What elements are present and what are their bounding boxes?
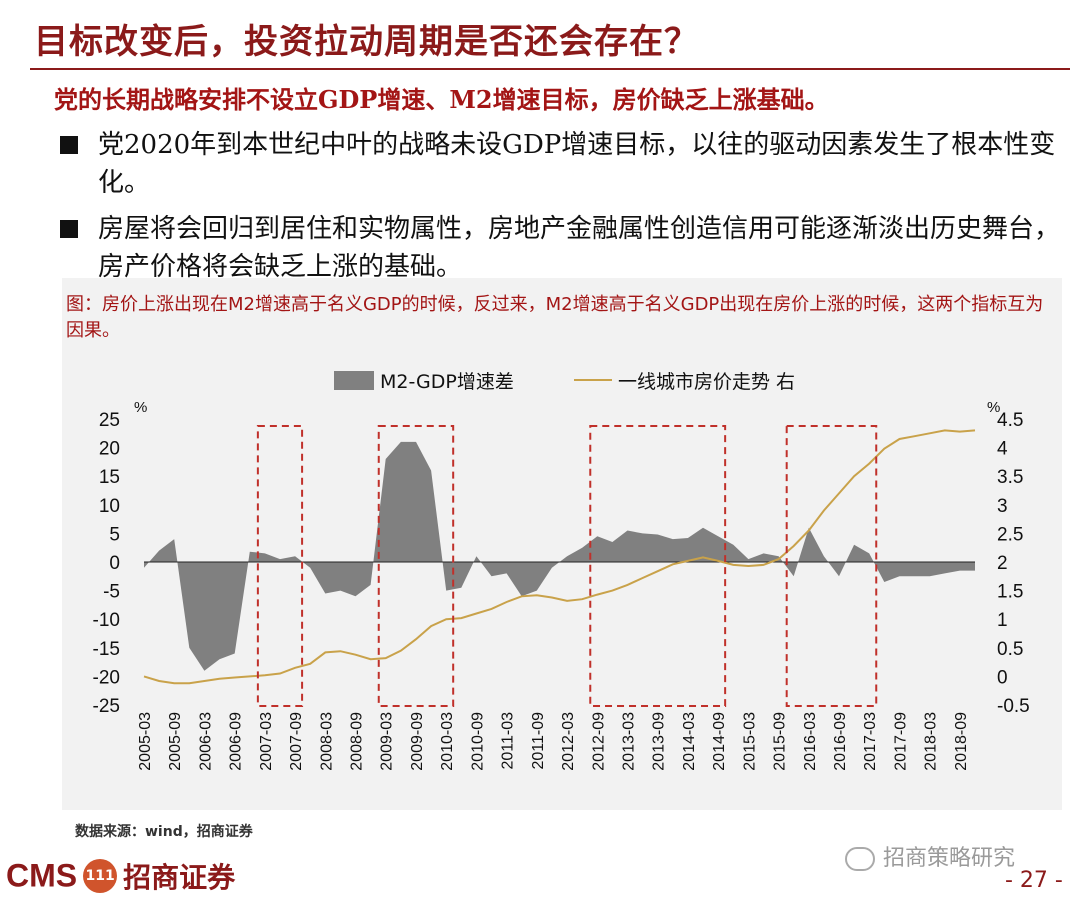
left-axis-tick-label: 20 bbox=[99, 439, 120, 460]
right-axis-tick-label: 0.5 bbox=[997, 639, 1023, 660]
x-axis-tick-label: 2017-03 bbox=[862, 712, 879, 771]
right-axis-tick-label: 2.5 bbox=[997, 524, 1023, 545]
right-axis-unit: % bbox=[987, 399, 1000, 416]
right-axis-tick-label: 4 bbox=[997, 439, 1008, 460]
wechat-bubble-icon bbox=[845, 847, 875, 871]
company-logo: CMS 111 招商证券 bbox=[6, 856, 235, 896]
x-axis-tick-label: 2018-09 bbox=[953, 712, 970, 771]
x-axis-tick-label: 2014-03 bbox=[681, 712, 698, 771]
x-axis-tick-label: 2008-09 bbox=[349, 712, 366, 771]
data-source: 数据来源：wind，招商证券 bbox=[75, 824, 253, 840]
x-axis-tick-label: 2017-09 bbox=[892, 712, 909, 771]
page-number: - 27 - bbox=[1005, 868, 1063, 893]
highlight-period-box bbox=[589, 425, 727, 707]
left-axis-tick-label: 0 bbox=[109, 553, 120, 574]
left-axis-tick-label: 15 bbox=[99, 467, 120, 488]
legend-label-line: 一线城市房价走势 右 bbox=[618, 371, 795, 393]
watermark: 招商策略研究 bbox=[845, 840, 1015, 872]
logo-chinese: 招商证券 bbox=[123, 861, 236, 894]
left-axis-tick-label: 5 bbox=[109, 524, 120, 545]
x-axis-tick-label: 2013-09 bbox=[651, 712, 668, 771]
x-axis-tick-label: 2009-03 bbox=[379, 712, 396, 771]
legend-label-area: M2-GDP增速差 bbox=[380, 371, 514, 393]
logo-latin: CMS bbox=[6, 857, 78, 894]
left-axis-tick-label: -20 bbox=[93, 667, 120, 688]
series-area-m2-gdp bbox=[144, 441, 975, 671]
right-axis-tick-label: -0.5 bbox=[997, 696, 1030, 717]
legend-swatch-area bbox=[334, 371, 374, 390]
x-axis-tick-label: 2005-03 bbox=[137, 712, 154, 771]
x-axis-tick-label: 2013-03 bbox=[620, 712, 637, 771]
logo-badge: 111 bbox=[83, 859, 118, 893]
left-axis-tick-label: -15 bbox=[93, 639, 120, 660]
x-axis-tick-label: 2006-03 bbox=[197, 712, 214, 771]
bullet-item-2: 房屋将会回归到居住和实物属性，房地产金融属性创造信用可能逐渐淡出历史舞台，房产价… bbox=[60, 210, 1060, 286]
left-axis-tick-label: 10 bbox=[99, 496, 120, 517]
square-bullet-icon bbox=[60, 220, 78, 238]
x-axis-tick-label: 2015-03 bbox=[741, 712, 758, 771]
slide-title: 目标改变后，投资拉动周期是否还会存在？ bbox=[34, 22, 699, 62]
x-axis-tick-label: 2014-09 bbox=[711, 712, 728, 771]
x-axis-tick-label: 2012-03 bbox=[560, 712, 577, 771]
left-axis-tick-label: -5 bbox=[103, 582, 120, 603]
left-axis-tick-label: -25 bbox=[93, 696, 120, 717]
chart-svg: 2520151050-5-10-15-20-25%4.543.532.521.5… bbox=[93, 371, 1030, 771]
square-bullet-icon bbox=[60, 136, 78, 154]
title-divider bbox=[30, 68, 1070, 70]
series-line-house-price bbox=[143, 429, 976, 685]
left-axis-unit: % bbox=[134, 399, 147, 416]
bullet-text-2: 房屋将会回归到居住和实物属性，房地产金融属性创造信用可能逐渐淡出历史舞台，房产价… bbox=[98, 214, 1061, 282]
x-axis-tick-label: 2006-09 bbox=[228, 712, 245, 771]
right-axis-tick-label: 1 bbox=[997, 610, 1008, 631]
x-axis-tick-label: 2008-03 bbox=[318, 712, 335, 771]
right-axis-tick-label: 0 bbox=[997, 667, 1008, 688]
x-axis-tick-label: 2010-03 bbox=[439, 712, 456, 771]
x-axis-tick-label: 2015-09 bbox=[772, 712, 789, 771]
bullet-item-1: 党2020年到本世纪中叶的战略未设GDP增速目标，以往的驱动因素发生了根本性变化… bbox=[60, 126, 1060, 202]
left-axis-tick-label: -10 bbox=[93, 610, 120, 631]
x-axis-tick-label: 2005-09 bbox=[167, 712, 184, 771]
highlight-period-box bbox=[377, 425, 455, 707]
highlight-period-box bbox=[256, 425, 304, 707]
right-axis-tick-label: 2 bbox=[997, 553, 1008, 574]
right-axis-tick-label: 3 bbox=[997, 496, 1008, 517]
x-axis-tick-label: 2009-09 bbox=[409, 712, 426, 771]
x-axis-tick-label: 2012-09 bbox=[590, 712, 607, 771]
bullet-text-1: 党2020年到本世纪中叶的战略未设GDP增速目标，以往的驱动因素发生了根本性变化… bbox=[98, 130, 1056, 198]
x-axis-tick-label: 2016-09 bbox=[832, 712, 849, 771]
chart-panel bbox=[62, 278, 1062, 810]
right-axis-tick-label: 3.5 bbox=[997, 467, 1023, 488]
chart-caption: 图：房价上涨出现在M2增速高于名义GDP的时候，反过来，M2增速高于名义GDP出… bbox=[66, 294, 1044, 341]
right-axis-tick-label: 1.5 bbox=[997, 582, 1023, 603]
x-axis-tick-label: 2011-09 bbox=[530, 712, 547, 770]
x-axis-tick-label: 2018-03 bbox=[923, 712, 940, 771]
x-axis-tick-label: 2010-09 bbox=[469, 712, 486, 771]
slide-subtitle: 党的长期战略安排不设立GDP增速、M2增速目标，房价缺乏上涨基础。 bbox=[54, 85, 829, 114]
left-axis-tick-label: 25 bbox=[99, 410, 120, 431]
watermark-text: 招商策略研究 bbox=[883, 846, 1016, 871]
right-axis-tick-label: 4.5 bbox=[997, 410, 1023, 431]
x-axis-tick-label: 2007-09 bbox=[288, 712, 305, 771]
x-axis-tick-label: 2011-03 bbox=[500, 712, 517, 770]
x-axis-tick-label: 2007-03 bbox=[258, 712, 275, 771]
highlight-period-box bbox=[785, 425, 878, 707]
x-axis-tick-label: 2016-03 bbox=[802, 712, 819, 771]
